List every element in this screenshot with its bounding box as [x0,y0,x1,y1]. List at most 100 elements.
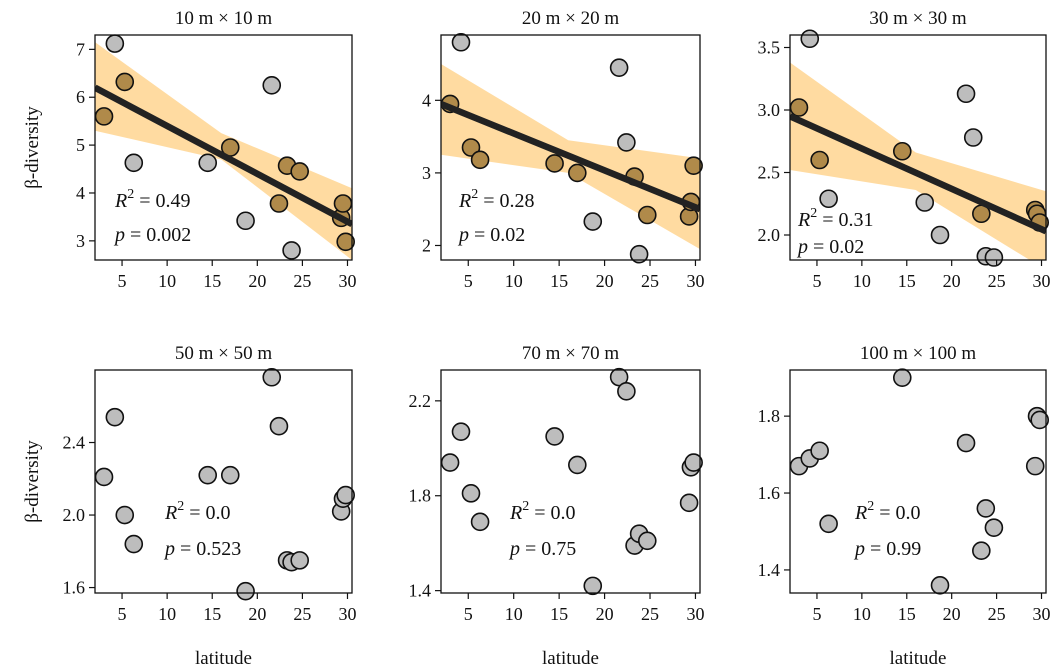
data-point-7 [930,225,950,245]
data-point-13 [679,493,699,513]
x-tick-label-1: 5 [812,604,821,624]
x-tick-label-4: 20 [596,604,614,624]
x-tick-label-5: 25 [988,271,1006,291]
x-tick-label-6: 30 [686,604,704,624]
r-symbol: R [797,209,810,231]
x-tick-label-6: 30 [338,271,356,291]
r-squared-label: R2 = 0.49 [114,187,191,212]
points [789,368,1050,595]
y-tick-label-3: 5 [76,135,85,155]
data-point-5 [198,465,218,485]
r-superscript: 2 [177,499,184,514]
y-tick-label-2: 2.0 [63,505,86,525]
x-tick-label-5: 25 [641,604,659,624]
x-tick-label-6: 30 [1033,604,1051,624]
panel-1: 10 m × 10 m 5 10 15 20 25 30 3 4 5 6 7 β-diversity R2… [22,8,356,291]
p-symbol: p [508,538,520,560]
r-superscript: 2 [127,187,134,202]
x-tick-label-5: 25 [988,604,1006,624]
y-tick-label-1: 3 [76,231,85,251]
y-tick-label-4: 6 [76,87,85,107]
y-tick-label-2: 1.8 [409,486,432,506]
data-point-12 [290,551,309,570]
x-tick-label-1: 5 [118,271,127,291]
p-value-label: p = 0.523 [163,538,241,560]
data-point-4 [124,534,144,554]
p-value: = 0.002 [125,224,191,246]
panel-title: 30 m × 30 m [869,8,966,29]
fit-line [95,84,352,227]
data-point-11 [282,241,301,260]
data-point-5 [198,153,218,173]
p-value: = 0.02 [808,236,864,258]
x-tick-label-4: 20 [596,271,614,291]
data-point-12 [984,248,1004,267]
data-point-10 [984,518,1004,537]
panel-title: 20 m × 20 m [522,8,619,29]
x-tick-label-5: 25 [293,271,311,291]
p-value-label: p = 0.02 [796,236,864,258]
y-tick-label-3: 2.2 [409,391,432,411]
data-point-2 [105,34,125,53]
y-tick-label-1: 1.4 [758,560,781,580]
data-point-2 [451,32,471,52]
data-point-12 [637,205,657,225]
x-tick-label-3: 15 [550,271,568,291]
panel-title: 70 m × 70 m [522,343,619,364]
r-squared-label: R2 = 0.0 [509,499,576,524]
r-squared-label: R2 = 0.28 [458,187,535,212]
data-point-6 [568,163,587,183]
p-value: = 0.523 [175,538,241,560]
panel-4: 50 m × 50 m 5 10 15 20 25 30 1.6 2.0 2.4 latitude β… [22,343,356,668]
data-point-6 [915,193,935,212]
data-point-9 [963,128,983,147]
x-tick-label-2: 10 [853,604,871,624]
y-tick-label-1: 2.0 [758,225,781,245]
x-axis-title: latitude [195,648,252,668]
y-tick-label-1: 1.6 [63,578,86,598]
data-point-11 [629,244,649,264]
data-point-3 [810,441,829,461]
x-tick-label-2: 10 [505,604,523,624]
y-tick-label-3: 2.4 [63,433,86,453]
data-point-5 [545,154,564,173]
fit-line [790,113,1046,235]
points [94,34,355,260]
x-tick-label-1: 5 [464,271,473,291]
data-point-7 [236,211,255,231]
y-tick-label-2: 4 [76,183,85,203]
x-axis-title: latitude [890,648,947,668]
data-point-2 [105,407,125,427]
panel-title: 10 m × 10 m [175,8,272,29]
r-symbol: R [458,190,471,212]
x-tick-label-2: 10 [158,604,176,624]
plot-frame [94,369,353,594]
panel-6: 100 m × 100 m 5 10 15 20 25 30 1.4 1.6 1.8 latitud… [758,343,1051,668]
y-tick-label-2: 3 [422,163,431,183]
y-tick-label-2: 1.6 [758,483,781,503]
x-tick-label-1: 5 [812,271,821,291]
r-superscript: 2 [867,499,874,514]
plot-frame [440,369,701,594]
data-point-7 [236,581,255,601]
r-superscript: 2 [471,187,478,202]
y-axis-title: β-diversity [22,106,43,189]
data-point-15 [684,453,703,472]
panel-title: 50 m × 50 m [175,343,272,364]
y-tick-label-5: 7 [76,39,85,59]
p-value-label: p = 0.02 [457,224,525,246]
p-symbol: p [457,224,469,246]
data-point-3 [461,484,481,503]
p-value: = 0.99 [865,538,921,560]
data-point-15 [336,232,355,252]
plot-frame [789,34,1047,261]
data-point-13 [1030,410,1050,430]
data-point-4 [819,189,838,209]
data-point-3 [115,72,135,92]
p-value-label: p = 0.002 [113,224,191,246]
r-symbol: R [114,190,127,212]
data-point-2 [451,422,471,441]
points [440,32,703,264]
r-superscript: 2 [810,206,817,221]
data-point-6 [930,576,950,595]
